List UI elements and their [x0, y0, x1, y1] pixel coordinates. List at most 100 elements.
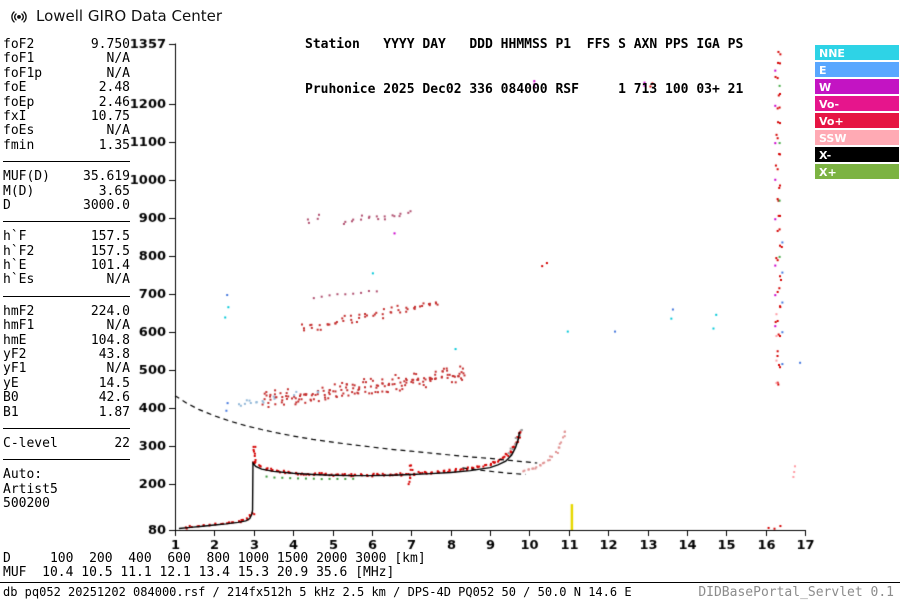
muf-row: MUF 10.4 10.5 11.1 12.1 13.4 15.3 20.9 3…	[3, 565, 395, 580]
param-label: fmin	[3, 137, 35, 153]
param-label: B0	[3, 390, 19, 406]
param-value: N/A	[106, 65, 130, 81]
param-row: foF1 N/A	[3, 51, 130, 67]
param-row: Auto:	[3, 467, 130, 483]
param-label: hmE	[3, 332, 27, 348]
param-label: Auto:	[3, 467, 43, 483]
param-label: yE	[3, 375, 19, 391]
param-label: 500200	[3, 496, 50, 512]
legend-item-E: E	[815, 62, 899, 77]
param-label: C-level	[3, 435, 58, 451]
legend-item-W: W	[815, 79, 899, 94]
param-row: fmin 1.35	[3, 137, 130, 153]
param-value: N/A	[106, 51, 130, 67]
divider	[3, 427, 130, 429]
param-value: 9.750	[90, 37, 130, 52]
param-group: foF2 9.750 foF1 N/A foF1p N/A foE 2.48 foEp 2.46 f…	[3, 37, 130, 153]
param-label: h`E	[3, 258, 27, 274]
param-value: 22	[114, 435, 130, 451]
param-value: 101.4	[90, 258, 130, 274]
muf-distance-table: D 100 200 400 600 800 1000 1500 2000 300…	[3, 552, 426, 580]
parameter-panel: foF2 9.750 foF1 N/A foF1p N/A foE 2.48 foEp 2.46 f…	[3, 37, 130, 512]
param-label: foF2	[3, 37, 35, 52]
param-row: h`F2 157.5	[3, 243, 130, 259]
param-label: D	[3, 197, 11, 213]
param-label: yF1	[3, 361, 27, 377]
param-label: fxI	[3, 108, 27, 124]
param-label: foE	[3, 80, 27, 96]
param-label: B1	[3, 404, 19, 420]
param-row: h`Es N/A	[3, 272, 130, 288]
legend-item-Vo+: Vo+	[815, 113, 899, 128]
param-row: MUF(D) 35.619	[3, 169, 130, 185]
param-label: foF1	[3, 51, 35, 67]
param-label: yF2	[3, 347, 27, 363]
param-row: D 3000.0	[3, 197, 130, 213]
param-value: 224.0	[90, 303, 130, 319]
param-row: M(D) 3.65	[3, 183, 130, 199]
param-row: yE 14.5	[3, 375, 130, 391]
param-label: M(D)	[3, 183, 35, 199]
param-group: MUF(D) 35.619 M(D) 3.65 D 3000.0	[3, 169, 130, 213]
lowell-giro-brand: Lowell GIRO Data Center	[8, 5, 222, 27]
record-info: db pq052 20251202 084000.rsf / 214fx512h…	[3, 585, 632, 599]
param-label: hmF2	[3, 303, 35, 319]
param-label: h`F	[3, 229, 27, 245]
param-label: foEp	[3, 94, 35, 110]
legend-item-X-: X-	[815, 147, 899, 162]
param-row: yF2 43.8	[3, 347, 130, 363]
divider	[3, 459, 130, 461]
param-value: 10.75	[90, 108, 130, 124]
status-bar: db pq052 20251202 084000.rsf / 214fx512h…	[0, 582, 900, 600]
param-label: foF1p	[3, 65, 43, 81]
param-value: 1.87	[98, 404, 130, 420]
param-row: foF2 9.750	[3, 37, 130, 52]
param-value: N/A	[106, 272, 130, 288]
param-row: h`F 157.5	[3, 229, 130, 245]
param-row: foEp 2.46	[3, 94, 130, 110]
param-value: N/A	[106, 318, 130, 334]
legend-item-SSW: SSW	[815, 130, 899, 145]
param-value: 157.5	[90, 229, 130, 245]
param-label: MUF(D)	[3, 169, 50, 185]
distance-row: D 100 200 400 600 800 1000 1500 2000 300…	[3, 551, 426, 566]
param-row: foE 2.48	[3, 80, 130, 96]
param-value: 3.65	[98, 183, 130, 199]
divider	[3, 221, 130, 223]
giro-logo-icon	[11, 11, 27, 23]
param-value: 14.5	[98, 375, 130, 391]
param-label: foEs	[3, 123, 35, 139]
station-header-block: Station YYYY DAY DDD HHMMSS P1 FFS S AXN…	[305, 7, 743, 127]
param-group: Auto: Artist5 500200	[3, 467, 130, 512]
param-row: B0 42.6	[3, 390, 130, 406]
param-value: 104.8	[90, 332, 130, 348]
param-value: 3000.0	[83, 197, 130, 213]
divider	[3, 295, 130, 297]
param-value: 157.5	[90, 243, 130, 259]
param-row: h`E 101.4	[3, 258, 130, 274]
station-header-row: Station YYYY DAY DDD HHMMSS P1 FFS S AXN…	[305, 37, 744, 52]
param-row: hmF2 224.0	[3, 303, 130, 319]
divider	[3, 161, 130, 163]
param-row: 500200	[3, 496, 130, 512]
legend-item-Vo-: Vo-	[815, 96, 899, 111]
param-label: h`Es	[3, 272, 35, 288]
param-row: Artist5	[3, 482, 130, 497]
param-group: C-level 22	[3, 435, 130, 451]
param-value: N/A	[106, 123, 130, 139]
echo-legend: NNE E W Vo- Vo+ SSW X- X+	[815, 45, 899, 181]
param-row: C-level 22	[3, 435, 130, 451]
param-row: fxI 10.75	[3, 108, 130, 124]
param-group: hmF2 224.0 hmF1 N/A hmE 104.8 yF2 43.8 yF1 N/A yE 1…	[3, 303, 130, 420]
legend-item-NNE: NNE	[815, 45, 899, 60]
station-data-row: Pruhonice 2025 Dec02 336 084000 RSF 1 71…	[305, 82, 744, 97]
servlet-version: DIDBasePortal_Servlet 0.1	[698, 585, 894, 600]
param-value: 2.48	[98, 80, 130, 96]
param-value: 42.6	[98, 390, 130, 406]
param-label: hmF1	[3, 318, 35, 334]
param-row: hmF1 N/A	[3, 318, 130, 334]
param-row: foEs N/A	[3, 123, 130, 139]
param-row: yF1 N/A	[3, 361, 130, 377]
param-value: 43.8	[98, 347, 130, 363]
